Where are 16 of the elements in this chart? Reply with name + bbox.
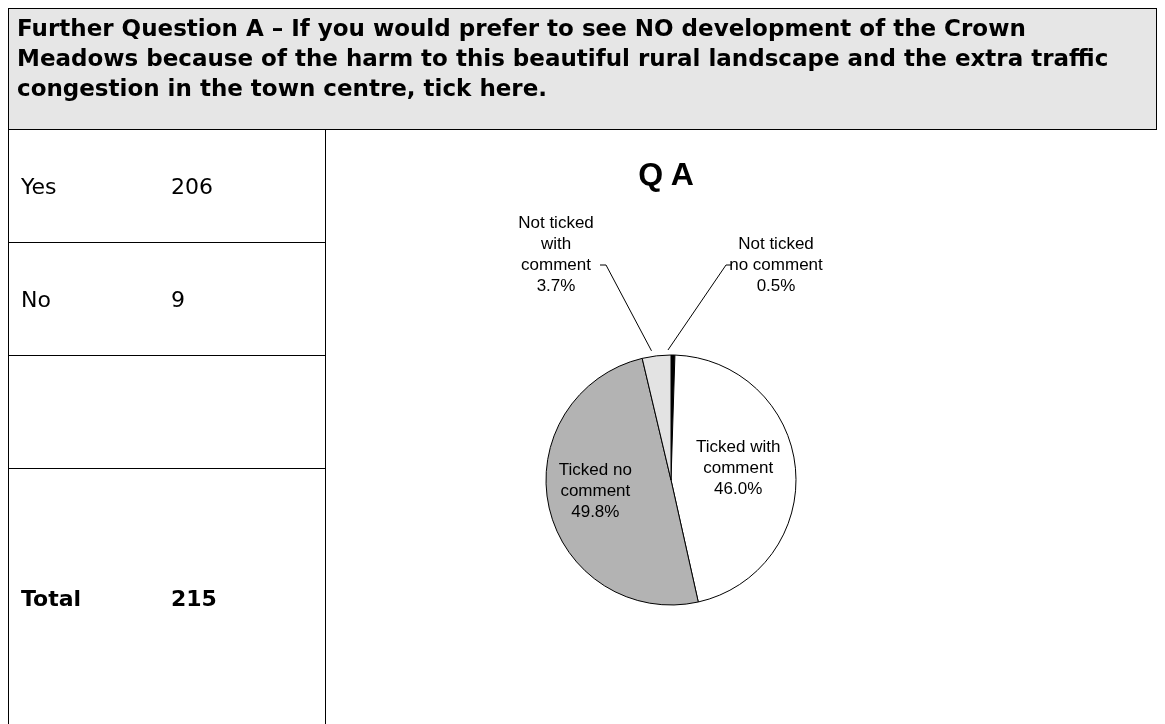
category-label: Total bbox=[20, 586, 83, 611]
text: Further Question A – If you would prefer to see NO development of the Crown Meadows because of the harm to this beautiful rural landscape and the extra traffic congestion in the town centre, tick here. bbox=[8, 8, 1157, 130]
category-label: No bbox=[20, 286, 52, 312]
slice-label: Ticked no comment bbox=[558, 460, 632, 501]
data-label: 3.7% bbox=[536, 276, 576, 295]
text: 215 bbox=[171, 586, 217, 611]
slice-label: Not ticked no comment bbox=[729, 234, 824, 274]
data-label: 0.5% bbox=[756, 276, 796, 295]
text: 206 bbox=[171, 173, 213, 199]
chart-title: Q A bbox=[637, 156, 695, 193]
category-label: Yes bbox=[20, 173, 58, 199]
text: 9 bbox=[171, 286, 185, 312]
data-label: 49.8% bbox=[571, 502, 620, 522]
data-label: 46.0% bbox=[714, 479, 763, 499]
slice-label: Ticked with comment bbox=[695, 437, 781, 478]
slice-label: Not ticked with comment bbox=[518, 213, 594, 274]
